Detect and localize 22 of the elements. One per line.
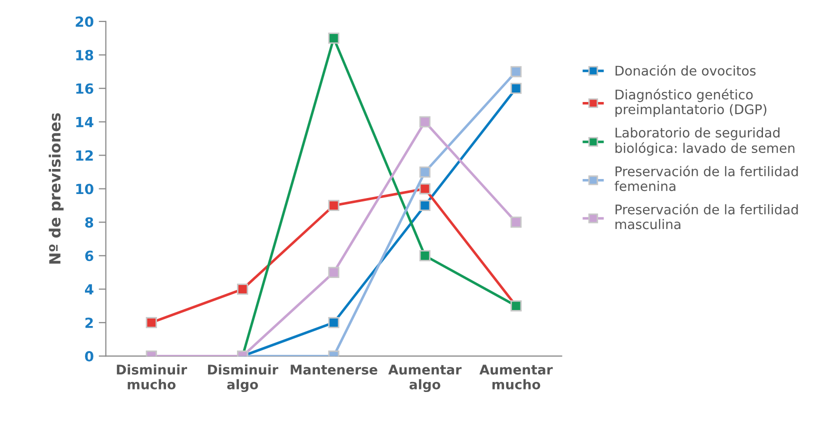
y-tick-label: 20 [76, 16, 94, 27]
x-tick-label: Disminuir algo [208, 364, 278, 392]
y-tick-label: 4 [84, 284, 94, 294]
legend-label: Donación de ovocitos [616, 64, 756, 76]
y-tick-label: 12 [76, 150, 93, 161]
x-tick-label: Mantenerse [290, 364, 378, 375]
y-tick-label: 8 [85, 217, 94, 228]
y-tick-label: 2 [85, 318, 93, 328]
legend-label: Diagnóstico genético preimplantatorio (DGP) [616, 88, 766, 117]
y-tick-label: 14 [76, 116, 94, 128]
y-axis-title: Nº de previsiones [48, 113, 64, 264]
x-tick-label: Disminuir mucho [116, 364, 188, 390]
legend-label: Laboratorio de seguridad biológica: lavado de semen [616, 127, 794, 156]
x-tick-label: Aumentar algo [388, 364, 462, 392]
y-tick-label: 0 [85, 351, 94, 362]
y-tick-label: 10 [76, 184, 94, 194]
legend-label: Preservación de la fertilidad masculina [616, 204, 798, 230]
legend-label: Preservación de la fertilidad femenina [614, 166, 798, 192]
y-tick-label: 6 [85, 250, 94, 262]
y-tick-label: 18 [76, 50, 94, 60]
x-tick-label: Aumentar mucho [479, 364, 553, 390]
y-tick-label: 16 [76, 83, 94, 94]
